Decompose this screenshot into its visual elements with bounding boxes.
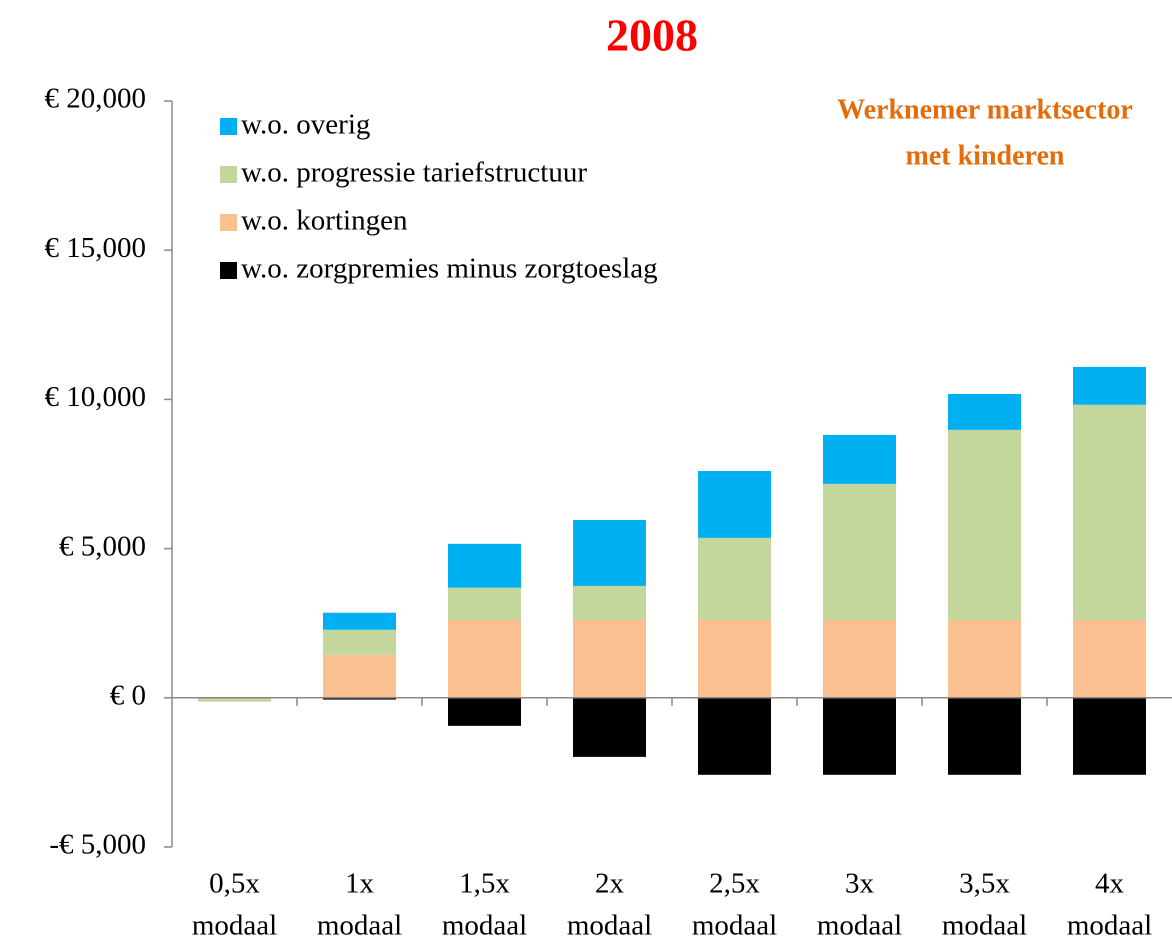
y-tick-label: € 10,000 — [45, 381, 147, 413]
x-tick-label: 2,5x — [709, 868, 760, 900]
x-tick-label: 1,5x — [459, 868, 510, 900]
legend-swatch — [220, 118, 237, 135]
bar-segment — [1073, 697, 1146, 775]
legend-swatch — [220, 262, 237, 279]
bar-segment — [1073, 619, 1146, 698]
bar-segment — [1073, 366, 1146, 405]
x-tick-label: 3x — [845, 868, 875, 900]
bar-segment — [1073, 404, 1146, 620]
bar-segment — [823, 434, 896, 484]
bar-segment — [823, 697, 896, 775]
bar-segment — [448, 543, 521, 588]
x-tick-label: modaal — [192, 910, 277, 942]
bar-segment — [323, 697, 396, 700]
x-tick-label: modaal — [317, 910, 402, 942]
bar-segment — [573, 697, 646, 757]
bar-segment — [698, 697, 771, 775]
legend-label: w.o. zorgpremies minus zorgtoeslag — [241, 253, 658, 285]
bar-segment — [573, 519, 646, 586]
x-tick-label: modaal — [817, 910, 902, 942]
annotation: met kinderen — [906, 140, 1065, 171]
legend-label: w.o. kortingen — [241, 205, 408, 237]
legend-label: w.o. overig — [241, 109, 370, 141]
bar-segment — [698, 537, 771, 620]
bar-segment — [323, 654, 396, 698]
bar-segment — [948, 429, 1021, 620]
legend-swatch — [220, 166, 237, 183]
bar-segment — [448, 587, 521, 620]
x-tick-label: 2x — [595, 868, 625, 900]
bar-segment — [823, 483, 896, 620]
y-tick-label: € 20,000 — [45, 83, 147, 115]
bar-segment — [573, 585, 646, 620]
bar-segment — [448, 697, 521, 726]
x-tick-label: modaal — [442, 910, 527, 942]
x-tick-label: modaal — [692, 910, 777, 942]
y-tick-label: -€ 5,000 — [49, 829, 146, 861]
chart-title: 2008 — [606, 10, 698, 61]
annotation: Werknemer marktsector — [837, 94, 1133, 125]
bar-segment — [948, 619, 1021, 698]
bar-segment — [948, 394, 1021, 430]
bar-segment — [198, 697, 271, 702]
x-tick-label: 1x — [345, 868, 375, 900]
x-tick-label: 0,5x — [209, 868, 260, 900]
bar-segment — [698, 619, 771, 698]
x-tick-label: modaal — [942, 910, 1027, 942]
x-tick-label: modaal — [567, 910, 652, 942]
x-tick-label: modaal — [1067, 910, 1152, 942]
bar-segment — [823, 619, 896, 698]
bar-segment — [698, 471, 771, 538]
bar-segment — [448, 619, 521, 698]
x-tick-label: 4x — [1095, 868, 1125, 900]
x-tick-label: 3,5x — [959, 868, 1010, 900]
bar-segment — [323, 612, 396, 630]
legend-swatch — [220, 214, 237, 231]
bar-segment — [948, 697, 1021, 775]
bar-segment — [323, 629, 396, 655]
legend-label: w.o. progressie tariefstructuur — [241, 157, 587, 189]
y-tick-label: € 5,000 — [59, 530, 146, 562]
y-tick-label: € 15,000 — [45, 232, 147, 264]
y-tick-label: € 0 — [110, 679, 146, 711]
bar-segment — [573, 619, 646, 698]
